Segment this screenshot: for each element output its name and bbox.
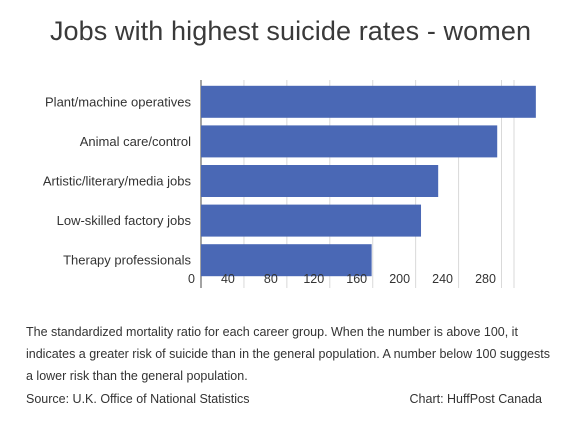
category-labels: Plant/machine operatives Animal care/cont… xyxy=(43,94,192,267)
footer-row: Source: U.K. Office of National Statisti… xyxy=(26,392,542,406)
bar xyxy=(201,125,498,158)
category-label: Artistic/literary/media jobs xyxy=(43,174,192,189)
category-label: Therapy professionals xyxy=(63,253,191,268)
chart-title: Jobs with highest suicide rates - women xyxy=(49,16,532,46)
bars xyxy=(201,85,536,277)
bar xyxy=(201,244,372,277)
x-tick-label: 240 xyxy=(432,272,453,286)
tick-labels: 0 40 80 120 160 200 240 280 xyxy=(188,272,496,286)
chart-credit: Chart: HuffPost Canada xyxy=(409,392,542,406)
chart-caption: The standardized mortality ratio for eac… xyxy=(26,325,550,383)
x-tick-label: 80 xyxy=(264,272,278,286)
category-label: Plant/machine operatives xyxy=(45,94,191,109)
x-tick-label: 0 xyxy=(188,272,195,286)
x-tick-label: 40 xyxy=(221,272,235,286)
category-label: Low-skilled factory jobs xyxy=(57,213,192,228)
category-label: Animal care/control xyxy=(80,134,191,149)
source-note: Source: U.K. Office of National Statisti… xyxy=(26,392,250,406)
x-tick-label: 280 xyxy=(475,272,496,286)
x-tick-label: 120 xyxy=(303,272,324,286)
bar xyxy=(201,204,422,237)
x-tick-label: 160 xyxy=(346,272,367,286)
bar xyxy=(201,85,536,118)
x-tick-label: 200 xyxy=(389,272,410,286)
bar xyxy=(201,165,439,197)
